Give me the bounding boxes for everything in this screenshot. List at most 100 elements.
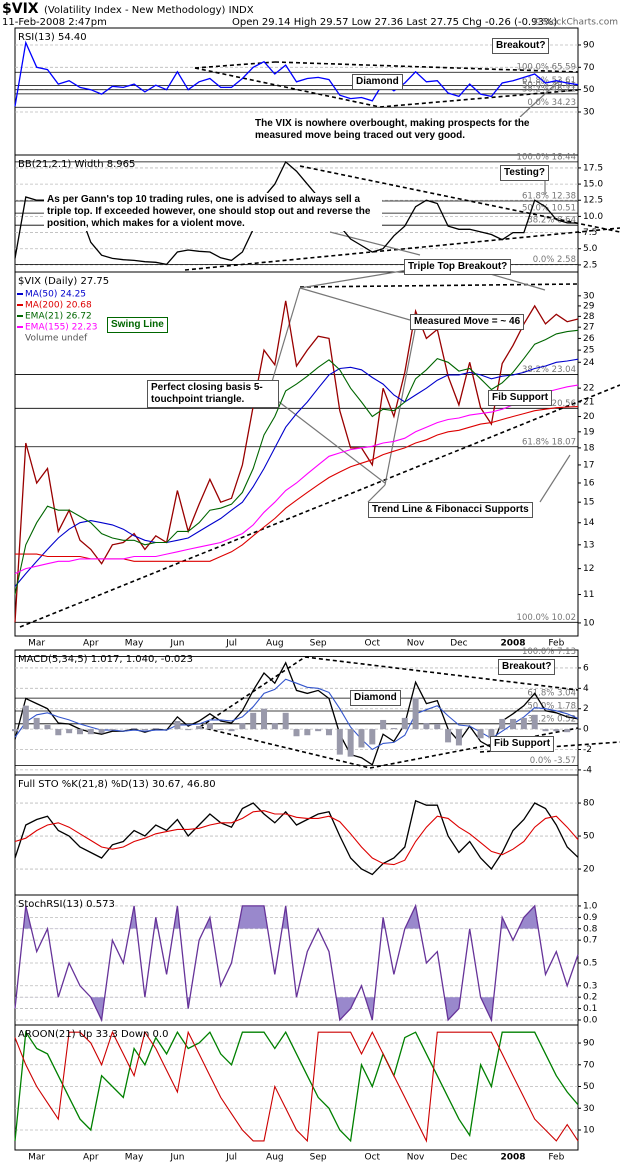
histogram-bar [22,705,29,730]
y-tick-label: 0.9 [583,913,598,923]
x-tick-label: Jul [225,639,237,649]
y-tick-label: 6 [583,663,589,673]
annotation: Diamond [350,690,401,706]
histogram-bar [401,717,408,730]
histogram-bar [185,729,192,731]
y-tick-label: 1.0 [583,901,598,911]
y-tick-label: 15 [583,498,594,508]
series-line [14,329,579,595]
x-tick-label: Mar [28,1153,45,1163]
x-tick-label: May [125,1153,144,1163]
y-tick-label: 70 [583,1060,595,1070]
y-tick-label: 90 [583,40,595,50]
legend-label: EMA(21) 26.72 [25,312,92,322]
y-tick-label: 17 [583,460,594,470]
histogram-bar [76,729,83,735]
annotation: Fib Support [488,390,553,406]
y-tick-label: 12.5 [583,196,603,206]
fib-label: 38.2% 23.04 [522,365,576,375]
fib-label: 0.0% 2.58 [533,255,576,265]
histogram-bar [152,728,159,730]
annotation: Breakout? [492,38,550,54]
histogram-bar [174,720,181,730]
histogram-bar [261,708,268,730]
histogram-bar [217,729,224,731]
histogram-bar [336,729,343,755]
pointer-line [519,79,561,118]
y-tick-label: 0.7 [583,936,597,946]
annotation: Perfect closing basis 5-touchpoint trian… [147,380,279,408]
y-tick-label: 2 [583,704,589,714]
trend-line [379,89,579,108]
histogram-bar [531,714,538,730]
pointer-line [539,454,571,503]
fib-label: 100.0% 18.44 [517,152,576,162]
panel-title: Full STO %K(21,8) %D(13) 30.67, 46.80 [18,779,216,790]
y-tick-label: 0.3 [583,981,597,991]
series-line [14,160,579,266]
y-tick-label: 0.5 [583,958,597,968]
histogram-bar [553,729,560,732]
y-tick-label: 2.5 [583,260,597,270]
legend-label: Volume undef [25,334,88,344]
histogram-bar [33,717,40,730]
histogram-bar [315,729,322,732]
date: 11-Feb-2008 2:47pm [2,17,107,28]
fib-label: 61.8% 3.04 [527,689,576,699]
x-tick-label: Mar [28,639,45,649]
fib-label: 100.0% 7.13 [522,647,576,657]
histogram-bar [380,719,387,730]
annotation: Testing? [500,165,549,181]
y-tick-label: 12 [583,564,594,574]
histogram-bar [87,729,94,735]
x-tick-label: Jul [225,1153,237,1163]
histogram-bar [358,729,365,748]
series-line [14,799,579,876]
panel-title: StochRSI(13) 0.573 [18,899,115,910]
histogram-bar [390,728,397,730]
histogram-bar [347,729,354,757]
trend-line [299,165,620,233]
x-tick-label: Dec [450,639,467,649]
panel-title: RSI(13) 54.40 [18,32,87,43]
series-line [14,40,579,107]
pointer-line [299,287,411,321]
x-tick-label: Aug [266,1153,284,1163]
histogram-bar [293,729,300,737]
histogram-bar [271,723,278,730]
series-line [15,406,579,562]
histogram-bar [66,729,73,734]
histogram-bar [141,729,148,731]
y-tick-label: 0.0 [583,1015,598,1025]
x-tick-label: Nov [407,1153,425,1163]
y-tick-label: -4 [583,765,592,775]
x-tick-label: Jun [169,1153,184,1163]
trend-line [369,727,579,769]
histogram-bar [423,723,430,730]
panel-frame [14,774,579,896]
x-tick-label: Oct [365,1153,381,1163]
shaded-area [15,905,578,929]
annotation: Triple Top Breakout? [404,259,512,275]
histogram-bar [542,729,549,732]
y-tick-label: -2 [583,745,592,755]
fib-label: 50.0% 1.78 [527,701,576,711]
annotation: As per Gann's top 10 trading rules, one … [44,193,382,231]
y-tick-label: 20 [583,865,595,875]
y-tick-label: 15.0 [583,180,603,190]
fib-label: 0.0% -3.57 [530,756,576,766]
histogram-bar [520,717,527,730]
y-tick-label: 70 [583,63,595,73]
fib-label: 100.0% 10.02 [517,613,576,623]
histogram-bar [250,712,257,730]
trend-line [199,726,371,769]
annotation: Fib Support [490,736,555,752]
y-tick-label: 30 [583,291,595,301]
histogram-bar [499,718,506,730]
histogram-bar [44,725,51,730]
x-tick-label: Feb [548,1153,564,1163]
security-name: (Volatility Index - New Methodology) IND… [44,5,254,16]
y-tick-label: 29 [583,301,595,311]
histogram-bar [304,729,311,736]
